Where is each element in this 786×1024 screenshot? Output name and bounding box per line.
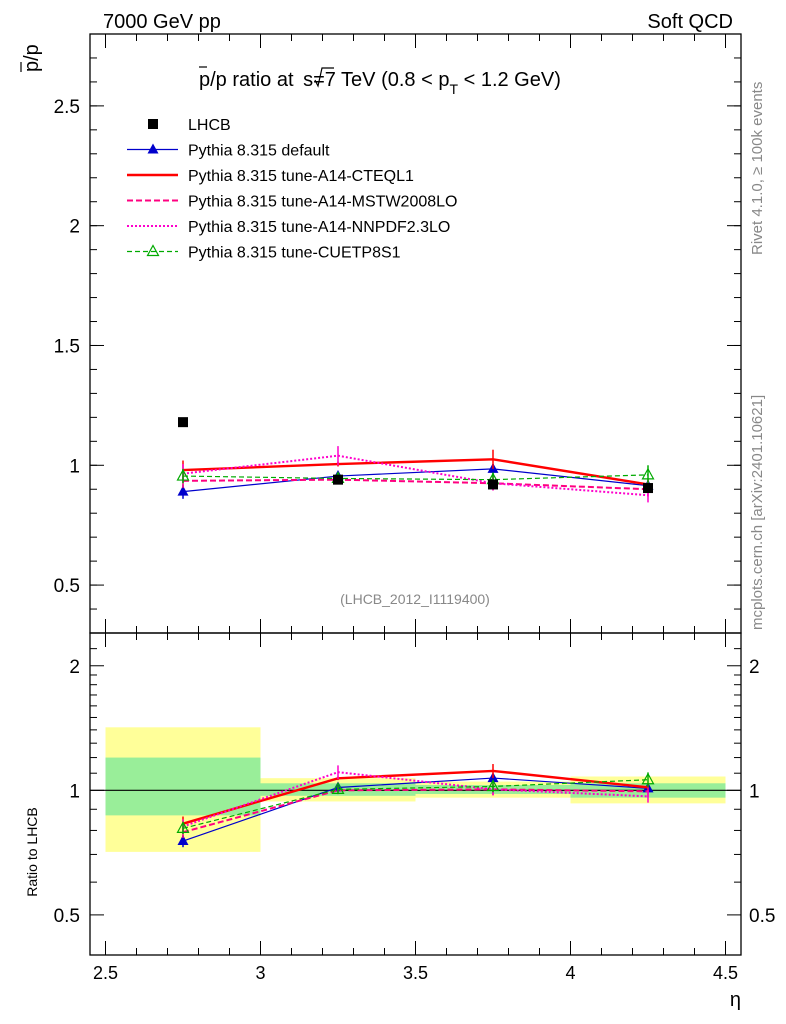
ratio-line-4: [182, 779, 649, 829]
legend-marker-4: [146, 244, 160, 257]
ratio-y-tick-label: 1: [69, 781, 80, 802]
mcplots-label: mcplots.cern.ch [arXiv:2401.10621]: [749, 395, 766, 630]
y-tick-label: 0.5: [54, 576, 80, 597]
y-tick-label: 2: [69, 217, 80, 238]
svg-text:p/p: p/p: [21, 44, 43, 72]
analysis-watermark: (LHCB_2012_I1119400): [340, 591, 490, 607]
x-tick-label: 3.5: [403, 963, 428, 983]
ratio-point: [331, 782, 345, 794]
series-line-2: [182, 478, 649, 491]
title-sqrt-s: s: [303, 69, 313, 91]
title-sub: T: [449, 81, 458, 97]
ratio-point: [641, 772, 655, 785]
ratio-band-inner: [105, 757, 261, 816]
legend-label-4: Pythia 8.315 tune-CUETP8S1: [188, 245, 401, 262]
reference-point: [333, 474, 343, 485]
x-tick-label: 3: [255, 963, 265, 983]
x-tick-label: 4.5: [713, 963, 738, 983]
reference-point: [178, 417, 188, 428]
series-line-4: [182, 474, 649, 481]
title-main: p/p ratio at: [199, 69, 299, 91]
ratio-point: [176, 821, 190, 833]
title-tail: < 1.2 GeV): [458, 69, 561, 91]
header-right: Soft QCD: [647, 11, 733, 33]
ratio-line-2: [182, 788, 649, 834]
svg-text:p/p ratio at s=7 TeV (0.8 < pT: p/p ratio at s=7 TeV (0.8 < pT < 1.2 GeV…: [199, 69, 561, 97]
x-tick-label: 2.5: [93, 963, 118, 983]
legend-label-1: Pythia 8.315 tune-A14-CTEQL1: [188, 168, 414, 185]
series-point: [176, 468, 190, 481]
series-point: [641, 467, 655, 480]
series-point: [177, 485, 189, 496]
legend-marker-0: [147, 143, 159, 154]
ratio-line-3: [182, 771, 649, 828]
ylabel-numerator: p: [21, 61, 43, 72]
title-energy: =7 TeV (0.8 < p: [313, 69, 449, 91]
ylabel-denominator: /p: [21, 44, 43, 61]
reference-point: [643, 483, 653, 494]
x-axis-label: η: [730, 989, 741, 1011]
y-tick-label: 1.5: [54, 336, 80, 357]
y-axis-label: p/p: [20, 44, 43, 72]
legend-label-2: Pythia 8.315 tune-A14-MSTW2008LO: [188, 194, 457, 211]
ratio-y-tick-label-right: 2: [749, 657, 760, 678]
header-left: 7000 GeV pp: [103, 11, 221, 33]
ratio-y-tick-label-right: 1: [749, 781, 760, 802]
ratio-y-tick-label-right: 0.5: [749, 906, 775, 927]
y-tick-label: 1: [69, 456, 80, 477]
ratio-y-tick-label: 2: [69, 657, 80, 678]
series-line-1: [182, 458, 649, 486]
y-tick-label: 2.5: [54, 97, 80, 118]
ratio-point: [486, 779, 500, 792]
legend-label-0: Pythia 8.315 default: [188, 143, 330, 160]
legend-label-3: Pythia 8.315 tune-A14-NNPDF2.3LO: [188, 219, 450, 236]
rivet-label: Rivet 4.1.0, ≥ 100k events: [749, 82, 766, 255]
chart-title: p/p ratio at s=7 TeV (0.8 < pT < 1.2 GeV…: [199, 66, 561, 97]
ratio-y-tick-label: 0.5: [54, 906, 80, 927]
ratio-point: [177, 835, 189, 846]
ratio-line-1: [182, 769, 649, 825]
reference-point: [488, 479, 498, 490]
legend-label-reference: LHCB: [188, 117, 231, 134]
x-tick-label: 4: [565, 963, 575, 983]
legend-marker-reference: [148, 119, 158, 129]
ratio-y-label: Ratio to LHCB: [24, 807, 40, 896]
